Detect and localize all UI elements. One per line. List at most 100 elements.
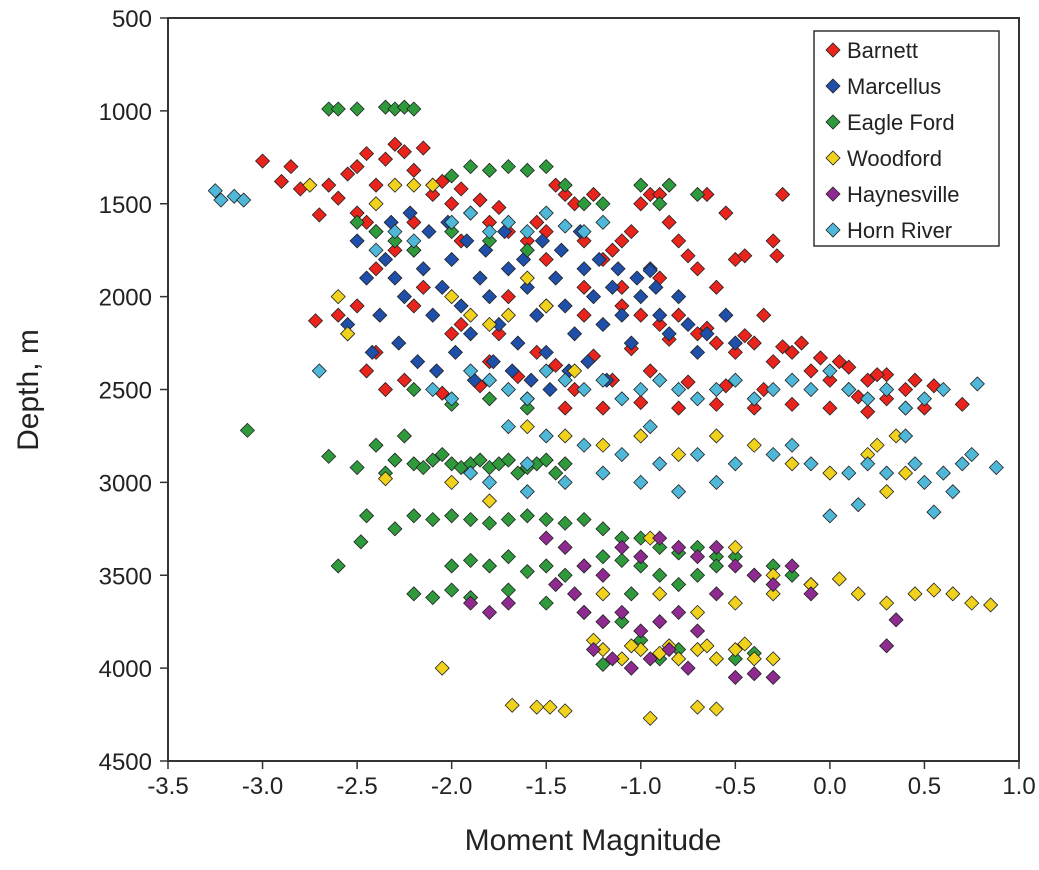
- x-tick-label: -2.0: [431, 773, 472, 800]
- data-point: [812, 350, 828, 366]
- data-point: [359, 146, 375, 162]
- data-point: [585, 289, 602, 305]
- data-point: [604, 651, 620, 667]
- data-point: [519, 224, 535, 240]
- data-point: [652, 372, 668, 388]
- data-point: [349, 459, 365, 476]
- data-point: [387, 177, 403, 193]
- data-point: [519, 484, 535, 500]
- legend-label-haynesville: Haynesville: [847, 182, 960, 207]
- data-point: [803, 363, 819, 379]
- data-point: [879, 381, 895, 398]
- y-axis-ticks: 500 1000 1500 2000 2500 3000 3500 4000 4500: [99, 6, 168, 776]
- data-point: [421, 224, 437, 240]
- data-point: [879, 638, 895, 654]
- data-point: [595, 614, 611, 630]
- data-point: [879, 465, 895, 481]
- data-point: [595, 196, 611, 212]
- data-point: [689, 567, 706, 583]
- data-point: [377, 151, 394, 167]
- legend-box: [813, 30, 1000, 247]
- data-point: [425, 381, 441, 398]
- data-point: [822, 363, 838, 379]
- data-point: [633, 196, 649, 212]
- data-point: [746, 391, 762, 407]
- data-point: [481, 391, 498, 407]
- data-point: [708, 396, 724, 412]
- data-point: [708, 586, 724, 602]
- data-point: [406, 586, 422, 602]
- legend-marker-marcellus: [825, 78, 841, 94]
- data-point: [727, 651, 743, 667]
- data-point: [425, 452, 441, 468]
- y-tick-label: 1000: [99, 99, 152, 126]
- data-point: [595, 656, 611, 672]
- data-point: [377, 99, 394, 115]
- data-point: [519, 419, 535, 435]
- data-point: [538, 205, 554, 221]
- data-point: [368, 224, 384, 240]
- data-point: [557, 703, 573, 719]
- y-tick-label: 2000: [99, 285, 152, 312]
- data-point: [680, 660, 696, 676]
- y-tick-label: 3000: [99, 470, 152, 497]
- x-axis-title: Moment Magnitude: [465, 824, 722, 857]
- data-point: [444, 168, 460, 184]
- data-point: [614, 391, 630, 407]
- data-point: [964, 446, 980, 463]
- data-point: [926, 582, 942, 598]
- data-point: [481, 515, 498, 531]
- data-point: [567, 586, 583, 602]
- data-point: [349, 159, 365, 175]
- data-point: [213, 192, 229, 208]
- data-point: [459, 233, 475, 249]
- data-point: [428, 363, 445, 379]
- data-point: [595, 316, 611, 333]
- data-point: [519, 279, 535, 295]
- data-point: [576, 224, 592, 240]
- data-point: [453, 316, 469, 333]
- data-point: [538, 452, 554, 468]
- data-point: [406, 298, 422, 314]
- data-point: [330, 289, 346, 305]
- data-point: [689, 699, 706, 715]
- data-point: [567, 326, 583, 342]
- data-point: [406, 242, 422, 258]
- data-point: [595, 372, 611, 388]
- data-point: [368, 196, 384, 212]
- data-point: [576, 196, 592, 212]
- data-point: [727, 558, 743, 574]
- data-point: [633, 381, 649, 398]
- data-point: [822, 372, 838, 388]
- data-point: [841, 381, 857, 398]
- data-point: [756, 307, 772, 323]
- series-eagle-ford: [239, 99, 819, 672]
- data-point: [765, 669, 781, 685]
- data-point: [727, 595, 743, 611]
- data-point: [708, 381, 724, 398]
- data-point: [614, 233, 630, 249]
- series-woodford: [302, 177, 999, 726]
- data-point: [576, 604, 592, 620]
- data-point: [784, 558, 800, 574]
- data-point: [652, 456, 668, 472]
- data-point: [988, 459, 1004, 476]
- data-point: [633, 307, 649, 323]
- data-point: [983, 597, 999, 613]
- data-point: [557, 218, 573, 234]
- data-point: [519, 456, 535, 472]
- data-point: [954, 396, 970, 412]
- data-point: [491, 199, 507, 216]
- data-point: [254, 153, 271, 169]
- data-point: [444, 474, 460, 490]
- data-point: [661, 326, 677, 342]
- data-point: [529, 307, 545, 323]
- data-point: [803, 456, 819, 472]
- data-point: [463, 552, 479, 568]
- data-point: [623, 586, 639, 602]
- data-point: [463, 205, 479, 221]
- data-point: [444, 251, 460, 268]
- data-point: [463, 159, 479, 175]
- data-point: [557, 428, 573, 444]
- data-point: [969, 376, 985, 392]
